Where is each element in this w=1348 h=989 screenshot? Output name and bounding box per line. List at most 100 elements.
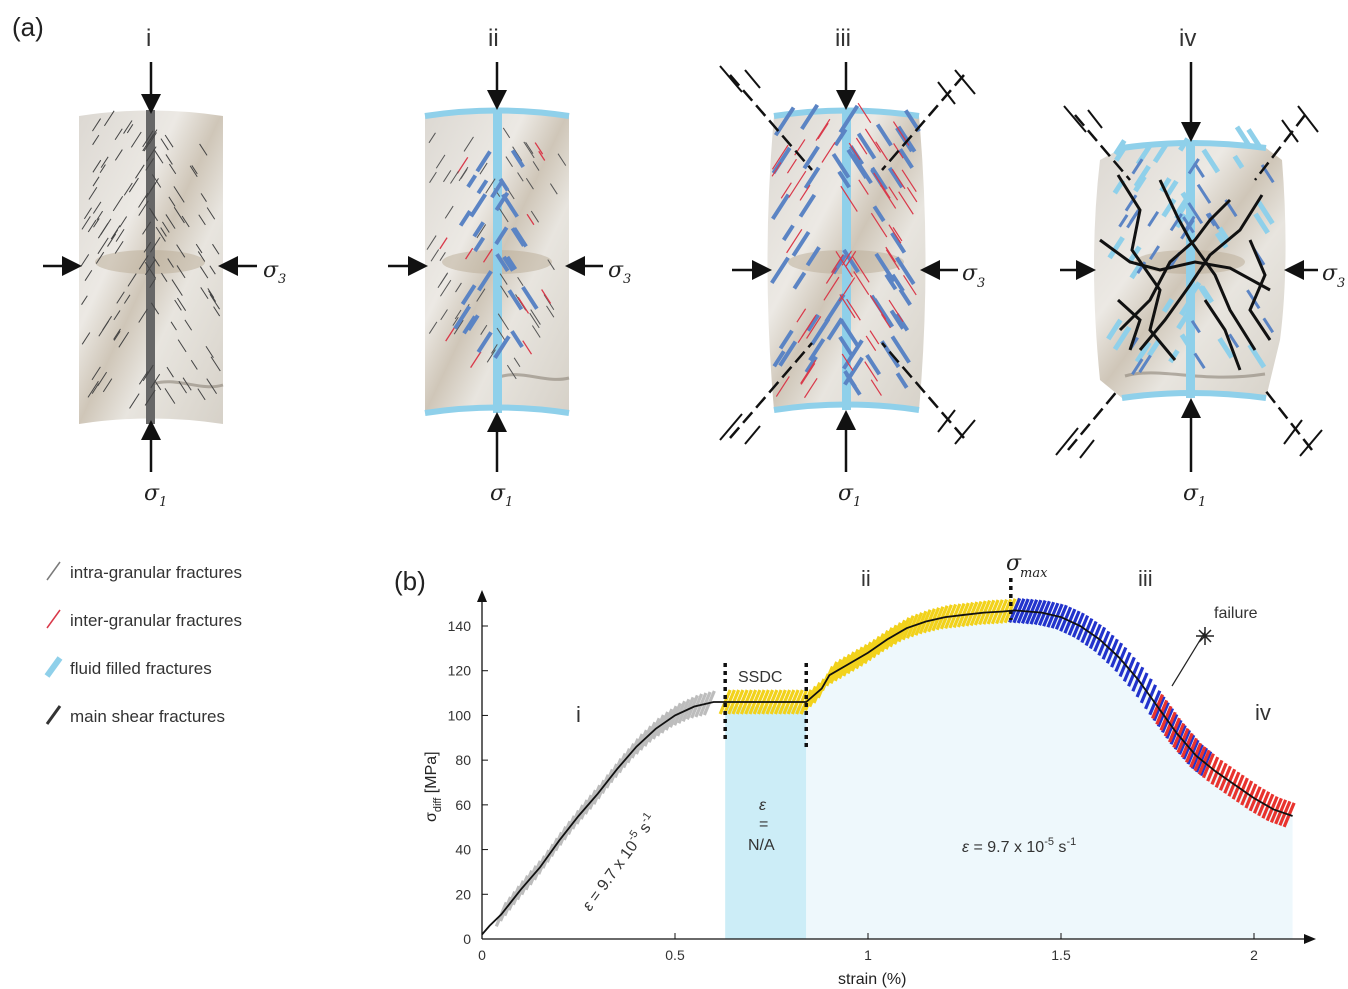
fracture-line [1187,202,1204,225]
fracture-line [206,378,217,395]
fracture-line [838,335,854,356]
fracture-line [165,214,176,229]
fracture-line [145,183,156,199]
fluid-fracture-ii [493,110,502,413]
sigma3-label-iii: σ [962,261,978,286]
fracture-line [130,131,142,148]
fracture-line [118,331,130,348]
fracture-line [445,327,456,342]
fracture-line [1176,306,1194,330]
fracture-line [485,178,496,194]
fracture-line [775,376,790,397]
fracture-line [166,366,174,378]
fracture-line [466,314,480,332]
fracture-line [887,166,904,189]
shear-sense-arrows-iii [719,65,976,445]
main-shear-fractures-iv [1099,174,1272,371]
fracture-line [138,255,149,270]
fracture-line [96,210,104,221]
fracture-line [460,168,468,179]
sample-ii: ii σ 3 σ 1 [388,25,631,510]
fracture-line [501,193,519,218]
sigma3-sub-i: 3 [278,272,286,287]
fracture-line [525,141,534,154]
fracture-line [502,255,515,272]
fracture-line [817,122,829,140]
legend: intra-granular fractures inter-granular … [44,561,242,726]
fracture-line [796,308,807,323]
fracture-line [213,306,221,317]
fracture-line [170,321,177,331]
fractures-iii [770,102,921,399]
svg-text:ε = 9.7 x 10-5 s-1: ε = 9.7 x 10-5 s-1 [962,836,1076,856]
fracture-line [549,183,558,195]
fracture-line [890,232,907,254]
fracture-line [870,379,882,396]
fracture-line [476,224,487,239]
fracture-line [892,227,903,242]
fracture-line [476,288,486,302]
fracture-line [199,266,209,279]
fracture-line [1149,245,1161,260]
fracture-line [1199,285,1214,304]
fracture-line [486,349,496,363]
fracture-line [804,377,818,399]
fracture-line [838,104,860,134]
fracture-line [138,371,149,385]
region-label-ii: ii [861,566,871,591]
panel-b-label: (b) [394,566,426,596]
fracture-line [113,310,121,321]
fracture-line [443,170,452,183]
sigma3-label-iv: σ [1322,261,1338,286]
sigma1-label-i: σ [144,481,160,506]
fracture-line [845,250,857,267]
fracture-line [207,288,215,299]
fracture-line [502,127,511,139]
fracture-line [453,319,464,335]
fracture-line [129,393,140,409]
fracture-line [522,340,533,355]
fracture-line [160,138,169,151]
fracture-line [138,308,148,323]
fracture-line [161,272,168,282]
fracture-line [771,146,792,175]
fracture-line [831,152,851,179]
fracture-line [865,353,882,376]
fracture-line [823,276,840,301]
fracture-line [839,294,856,319]
rate-na-value: N/A [748,837,775,854]
fracture-line [532,161,540,171]
fracture-line [895,312,910,332]
y-tick-label: 140 [448,618,472,634]
fracture-line [531,325,541,338]
fracture-line [517,296,530,314]
legend-swatch-shear [45,705,62,725]
fracture-line [874,252,896,283]
fracture-line [896,125,917,153]
fracture-line [1147,211,1160,227]
fracture-line [149,278,156,288]
fracture-line [181,215,190,228]
fracture-line [161,221,170,233]
fracture-line [146,146,157,162]
fracture-line [119,216,128,228]
fracture-line [428,132,436,144]
sigma1-sub-ii: 1 [505,495,513,510]
fracture-line [430,249,440,262]
fracture-line [98,320,110,337]
fracture-line [846,298,861,321]
fracture-line [864,361,879,382]
y-tick-label: 40 [455,842,471,858]
fracture-line [491,344,498,354]
shaded-region-ssdc [725,706,807,939]
stage-label-i: i [146,25,151,52]
stage-label-iv: iv [1179,25,1196,52]
fracture-line [107,233,117,247]
fracture-line [143,241,152,253]
fracture-line [87,380,99,398]
fracture-line [792,271,807,290]
y-tick-label: 0 [463,931,471,947]
fracture-line [123,182,133,196]
fracture-line [428,321,438,334]
